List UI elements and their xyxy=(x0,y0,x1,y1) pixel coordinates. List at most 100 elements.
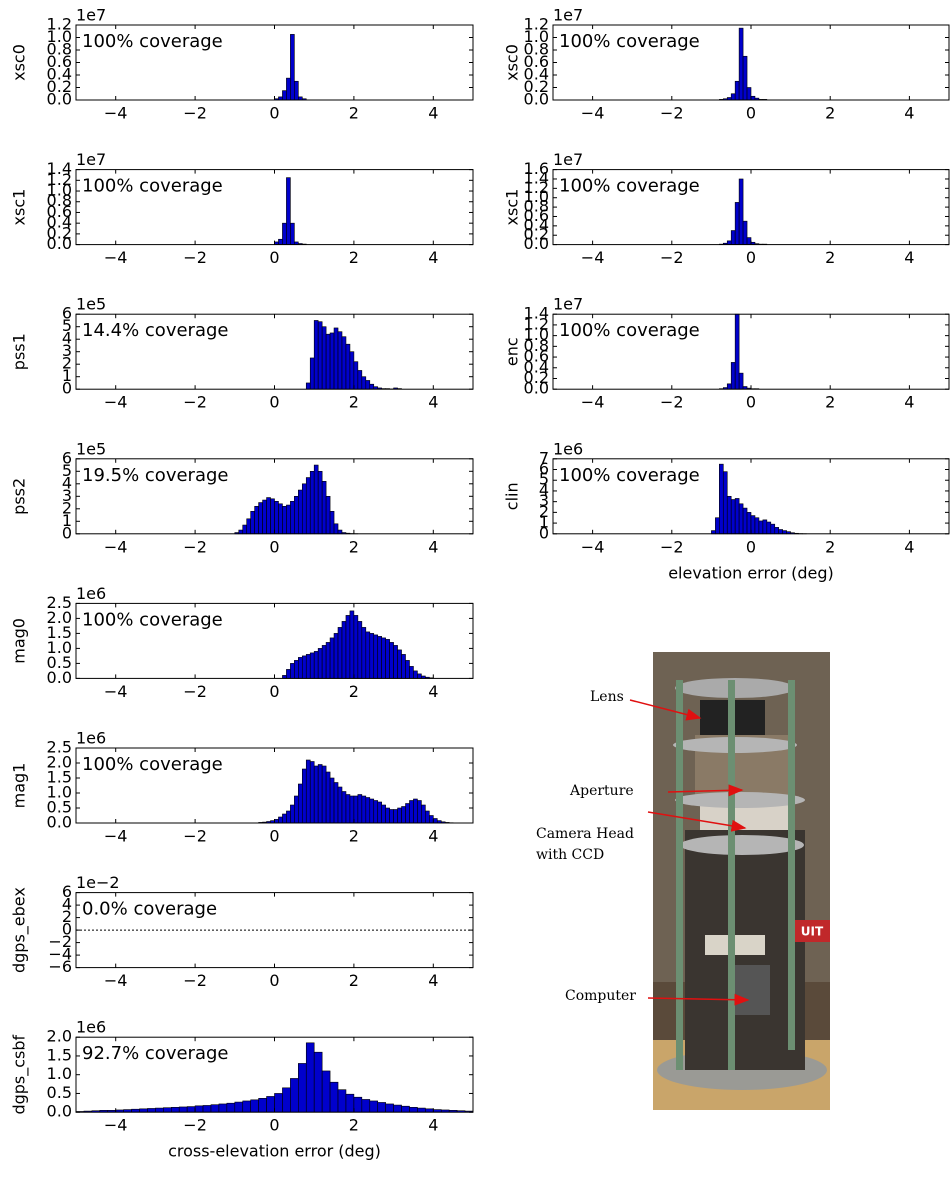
x-tick-label: −2 xyxy=(660,248,684,267)
histogram-bar xyxy=(734,498,740,535)
histogram-bar xyxy=(353,1096,363,1113)
histogram-bar xyxy=(385,1103,394,1113)
histogram-bar xyxy=(186,1106,196,1113)
histogram-bar xyxy=(421,804,426,824)
histogram-bar xyxy=(282,222,287,245)
histogram-bar xyxy=(246,518,251,535)
coverage-annotation: 100% coverage xyxy=(559,176,700,197)
histogram-bar xyxy=(389,642,394,679)
y-tick-label: 2 xyxy=(539,502,549,521)
y-tick-label: 0.6 xyxy=(47,52,72,71)
histogram-bar xyxy=(270,498,275,535)
y-tick-label: 6 xyxy=(62,448,72,467)
histogram-bar xyxy=(282,90,287,101)
histogram-bar xyxy=(726,495,732,535)
y-tick-label: 0.8 xyxy=(524,336,549,355)
histogram-bar xyxy=(317,321,323,390)
histogram-bar xyxy=(413,798,418,824)
y-tick-label: 0.2 xyxy=(47,77,72,96)
y-tick-label: 1.4 xyxy=(524,304,549,323)
histogram-bar xyxy=(313,651,319,679)
histogram-bar xyxy=(734,313,740,390)
histogram-bar xyxy=(294,80,299,101)
y-tick-label: 1.0 xyxy=(47,638,72,657)
x-tick-label: 0 xyxy=(269,537,279,556)
histogram-bar xyxy=(401,654,406,679)
y-tick-label: 0.0 xyxy=(47,1102,72,1121)
y-axis-label: mag1 xyxy=(10,763,29,809)
coverage-annotation: 100% coverage xyxy=(82,176,223,197)
offset-label: 1e6 xyxy=(553,439,583,458)
histogram-bar xyxy=(298,489,303,535)
x-tick-label: −2 xyxy=(183,537,207,556)
histogram-bar xyxy=(738,372,744,390)
histogram-bar xyxy=(405,660,410,679)
histogram-bar xyxy=(286,177,291,245)
x-tick-label: 4 xyxy=(428,682,438,701)
y-tick-label: 0.0 xyxy=(47,234,72,253)
x-tick-label: 4 xyxy=(428,248,438,267)
y-axis-label: pss1 xyxy=(10,333,29,370)
histogram-bar xyxy=(377,801,382,824)
histogram-bar xyxy=(294,495,299,535)
y-tick-label: 4 xyxy=(62,473,72,492)
x-tick-label: 4 xyxy=(428,537,438,556)
histogram-bar xyxy=(317,470,323,535)
histogram-bar xyxy=(266,497,271,535)
x-tick-label: −2 xyxy=(183,104,207,123)
histogram-bar xyxy=(738,178,744,245)
histogram-bar xyxy=(313,320,319,390)
histogram-bar xyxy=(349,795,355,824)
histogram-bar xyxy=(178,1106,188,1113)
y-tick-label: 0.5 xyxy=(47,798,72,817)
histogram-bar xyxy=(305,654,311,679)
histogram-bar xyxy=(305,1042,315,1113)
histogram-bar xyxy=(715,517,720,535)
photo-label: Aperture xyxy=(569,783,634,799)
histogram-bar xyxy=(294,660,299,679)
histogram-bar xyxy=(274,1093,283,1113)
y-tick-label: 0.0 xyxy=(524,379,549,398)
histogram-bar xyxy=(329,777,335,824)
histogram-bar xyxy=(345,343,351,390)
histogram-bar xyxy=(417,800,422,824)
histogram-bar xyxy=(734,202,740,245)
histogram-bar xyxy=(194,1105,204,1113)
histogram-bar xyxy=(345,794,351,824)
x-tick-label: 2 xyxy=(825,248,835,267)
y-tick-label: 3 xyxy=(539,491,549,510)
histogram-bar xyxy=(417,1107,426,1113)
x-tick-label: 0 xyxy=(746,248,756,267)
y-tick-label: 1.0 xyxy=(524,27,549,46)
x-tick-label: 0 xyxy=(269,971,279,990)
y-tick-label: 5 xyxy=(62,316,72,335)
y-tick-label: 1.2 xyxy=(524,15,549,34)
histogram-bar xyxy=(321,326,327,390)
histogram-bar xyxy=(258,1098,267,1113)
y-tick-label: 0.4 xyxy=(524,357,549,376)
histogram-bar xyxy=(313,765,319,824)
y-tick-label: 2.5 xyxy=(47,593,72,612)
histogram-bar xyxy=(770,523,776,535)
histogram-bar xyxy=(730,362,736,390)
histogram-bar xyxy=(361,376,367,390)
histogram-bar xyxy=(238,529,244,535)
histogram-bar xyxy=(274,500,279,535)
y-axis-label: xsc1 xyxy=(503,189,522,226)
histogram-bar xyxy=(329,332,335,390)
x-tick-label: −2 xyxy=(183,1116,207,1135)
sign xyxy=(795,920,830,942)
histogram-bar xyxy=(301,483,307,535)
histogram-bar xyxy=(278,503,283,535)
histogram-bar xyxy=(282,813,287,824)
y-tick-label: 0.4 xyxy=(47,213,72,232)
coverage-annotation: 100% coverage xyxy=(559,320,700,341)
y-tick-label: 0.8 xyxy=(524,40,549,59)
y-tick-label: 6 xyxy=(62,882,72,901)
arrow xyxy=(629,699,702,721)
x-tick-label: −4 xyxy=(581,104,605,123)
histogram-bar xyxy=(301,768,307,824)
x-tick-label: 2 xyxy=(349,393,359,412)
annotation-box xyxy=(80,898,220,920)
y-tick-label: 1.0 xyxy=(524,187,549,206)
